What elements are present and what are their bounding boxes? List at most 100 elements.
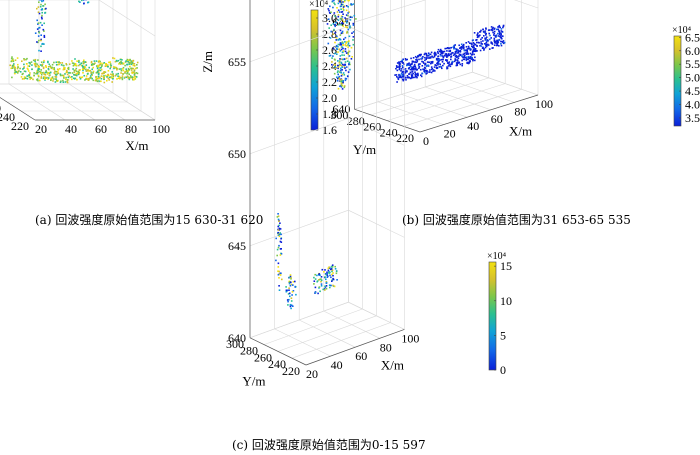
point <box>345 66 348 68</box>
point <box>37 66 40 68</box>
point <box>427 57 430 59</box>
point <box>329 274 331 277</box>
point <box>477 32 479 34</box>
point <box>346 19 348 22</box>
point <box>31 64 33 66</box>
point <box>400 72 403 75</box>
x-axis-label: X/m <box>381 357 404 372</box>
point <box>418 54 421 56</box>
point <box>17 66 19 68</box>
point <box>126 72 128 75</box>
point <box>91 77 93 80</box>
point <box>59 62 62 64</box>
point <box>404 68 407 70</box>
point <box>341 22 343 24</box>
point <box>471 52 474 54</box>
point <box>72 64 75 67</box>
point <box>401 59 404 62</box>
point <box>37 75 40 78</box>
point <box>414 65 416 68</box>
point <box>331 279 333 281</box>
point <box>344 77 347 80</box>
point <box>329 5 331 8</box>
point <box>36 72 39 75</box>
point <box>420 57 423 59</box>
point <box>291 304 293 307</box>
x-tick-label: 80 <box>125 122 137 136</box>
point <box>318 287 320 289</box>
point <box>437 52 439 55</box>
point <box>125 68 127 70</box>
point <box>60 80 62 82</box>
point <box>12 58 14 60</box>
point <box>41 72 44 74</box>
point <box>399 75 402 78</box>
point <box>415 75 418 78</box>
point <box>473 32 476 34</box>
point <box>15 71 17 73</box>
point <box>425 58 427 61</box>
point <box>341 46 344 49</box>
y-tick-label: 260 <box>254 350 272 364</box>
x-tick-labels: 20 40 60 80 100 <box>306 331 419 381</box>
colorbar-exponent: ×10⁴ <box>672 25 692 36</box>
point <box>44 74 47 76</box>
point <box>126 75 129 77</box>
point <box>34 60 36 63</box>
point <box>448 47 451 49</box>
point <box>38 1 40 3</box>
point <box>120 72 122 74</box>
point <box>42 0 45 2</box>
point <box>460 45 463 48</box>
point <box>496 44 499 47</box>
point <box>325 285 328 287</box>
point <box>497 32 499 35</box>
point <box>455 54 457 57</box>
point <box>463 56 465 58</box>
point <box>396 76 398 78</box>
point <box>349 63 351 66</box>
point <box>83 2 85 5</box>
point <box>437 48 440 51</box>
point <box>40 73 43 76</box>
point <box>322 288 324 291</box>
point <box>396 62 399 64</box>
point <box>343 74 346 76</box>
point <box>412 66 414 68</box>
x-tick-label: 20 <box>444 127 456 141</box>
point <box>460 43 463 46</box>
point <box>316 274 318 277</box>
point <box>338 78 341 80</box>
point <box>98 73 100 75</box>
point <box>470 56 472 58</box>
point <box>54 70 56 72</box>
point <box>79 63 81 66</box>
point <box>107 73 109 76</box>
point <box>439 53 442 56</box>
point <box>464 56 466 59</box>
point <box>433 54 436 56</box>
point <box>19 67 21 70</box>
point <box>44 11 47 14</box>
point <box>476 44 478 47</box>
point <box>334 3 336 6</box>
point <box>347 53 350 56</box>
point <box>119 58 122 61</box>
point <box>331 280 333 282</box>
point <box>54 73 57 76</box>
point <box>313 283 315 285</box>
point <box>344 41 346 43</box>
point <box>458 53 461 56</box>
point <box>349 19 352 21</box>
point <box>54 81 57 83</box>
y-tick-label: 280 <box>240 344 258 358</box>
point <box>480 43 482 45</box>
point <box>422 62 425 64</box>
point <box>130 69 133 71</box>
point <box>134 67 137 70</box>
point <box>130 60 132 62</box>
point <box>499 36 502 39</box>
point <box>128 63 131 65</box>
point <box>337 60 339 62</box>
point <box>10 60 13 63</box>
